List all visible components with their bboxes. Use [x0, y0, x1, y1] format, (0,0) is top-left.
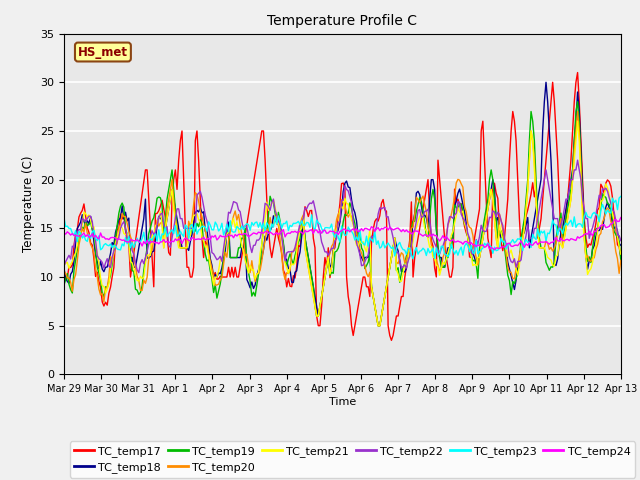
TC_temp19: [227, 255, 234, 261]
TC_temp20: [374, 323, 382, 329]
TC_temp24: [67, 232, 74, 238]
TC_temp19: [183, 245, 191, 251]
TC_temp18: [183, 245, 191, 251]
Line: TC_temp20: TC_temp20: [64, 111, 621, 326]
TC_temp20: [524, 187, 532, 192]
Legend: TC_temp17, TC_temp18, TC_temp19, TC_temp20, TC_temp21, TC_temp22, TC_temp23, TC_: TC_temp17, TC_temp18, TC_temp19, TC_temp…: [70, 441, 635, 478]
TC_temp18: [374, 323, 382, 329]
TC_temp24: [60, 230, 68, 236]
TC_temp17: [60, 269, 68, 275]
Line: TC_temp23: TC_temp23: [64, 196, 621, 259]
TC_temp20: [227, 229, 234, 235]
TC_temp24: [491, 247, 499, 252]
TC_temp22: [374, 211, 382, 217]
TC_temp21: [374, 323, 382, 329]
TC_temp19: [60, 282, 68, 288]
TC_temp22: [524, 221, 532, 227]
TC_temp19: [517, 235, 525, 241]
TC_temp21: [60, 262, 68, 268]
TC_temp22: [617, 238, 625, 243]
TC_temp18: [227, 255, 234, 261]
TC_temp23: [60, 215, 68, 221]
Text: HS_met: HS_met: [78, 46, 128, 59]
TC_temp21: [227, 223, 234, 229]
TC_temp20: [372, 313, 380, 319]
TC_temp17: [372, 216, 380, 222]
TC_temp21: [573, 119, 581, 124]
TC_temp21: [524, 187, 532, 192]
TC_temp20: [60, 268, 68, 274]
Line: TC_temp18: TC_temp18: [64, 82, 621, 326]
TC_temp17: [524, 207, 532, 213]
TC_temp18: [60, 265, 68, 271]
TC_temp22: [185, 226, 193, 231]
TC_temp17: [67, 264, 74, 270]
TC_temp17: [617, 254, 625, 260]
TC_temp17: [183, 264, 191, 270]
TC_temp23: [372, 241, 380, 247]
TC_temp18: [524, 215, 532, 220]
TC_temp21: [183, 245, 191, 251]
TC_temp24: [524, 242, 532, 248]
TC_temp23: [517, 234, 525, 240]
TC_temp18: [517, 244, 525, 250]
TC_temp19: [617, 257, 625, 263]
TC_temp18: [542, 79, 550, 85]
TC_temp24: [617, 215, 625, 220]
TC_temp22: [135, 270, 143, 276]
TC_temp18: [67, 271, 74, 277]
TC_temp21: [372, 313, 380, 319]
TC_temp24: [183, 236, 191, 241]
Line: TC_temp19: TC_temp19: [64, 102, 621, 326]
TC_temp17: [388, 337, 396, 343]
TC_temp19: [67, 287, 74, 292]
TC_temp20: [617, 258, 625, 264]
TC_temp20: [517, 245, 525, 251]
TC_temp17: [573, 70, 581, 75]
TC_temp21: [517, 245, 525, 251]
TC_temp20: [67, 279, 74, 285]
TC_temp21: [617, 251, 625, 257]
TC_temp22: [228, 205, 236, 211]
TC_temp19: [573, 99, 581, 105]
TC_temp22: [573, 157, 581, 163]
TC_temp22: [517, 257, 525, 263]
TC_temp24: [227, 233, 234, 239]
Line: TC_temp17: TC_temp17: [64, 72, 621, 340]
TC_temp17: [227, 274, 234, 280]
TC_temp23: [227, 218, 234, 224]
TC_temp24: [517, 238, 525, 244]
TC_temp19: [372, 313, 380, 319]
TC_temp23: [183, 224, 191, 229]
Line: TC_temp24: TC_temp24: [64, 217, 621, 250]
TC_temp23: [409, 256, 417, 262]
TC_temp22: [60, 263, 68, 269]
TC_temp22: [67, 256, 74, 262]
TC_temp19: [524, 177, 532, 182]
TC_temp20: [183, 245, 191, 251]
TC_temp24: [372, 226, 380, 232]
TC_temp20: [573, 108, 581, 114]
TC_temp23: [67, 226, 74, 231]
Title: Temperature Profile C: Temperature Profile C: [268, 14, 417, 28]
Line: TC_temp21: TC_temp21: [64, 121, 621, 326]
Y-axis label: Temperature (C): Temperature (C): [22, 156, 35, 252]
TC_temp23: [617, 193, 625, 199]
X-axis label: Time: Time: [329, 397, 356, 407]
TC_temp18: [617, 242, 625, 248]
TC_temp19: [374, 323, 382, 329]
TC_temp17: [517, 244, 525, 250]
TC_temp18: [372, 313, 380, 319]
Line: TC_temp22: TC_temp22: [64, 160, 621, 273]
TC_temp23: [524, 240, 532, 245]
TC_temp21: [67, 262, 74, 267]
